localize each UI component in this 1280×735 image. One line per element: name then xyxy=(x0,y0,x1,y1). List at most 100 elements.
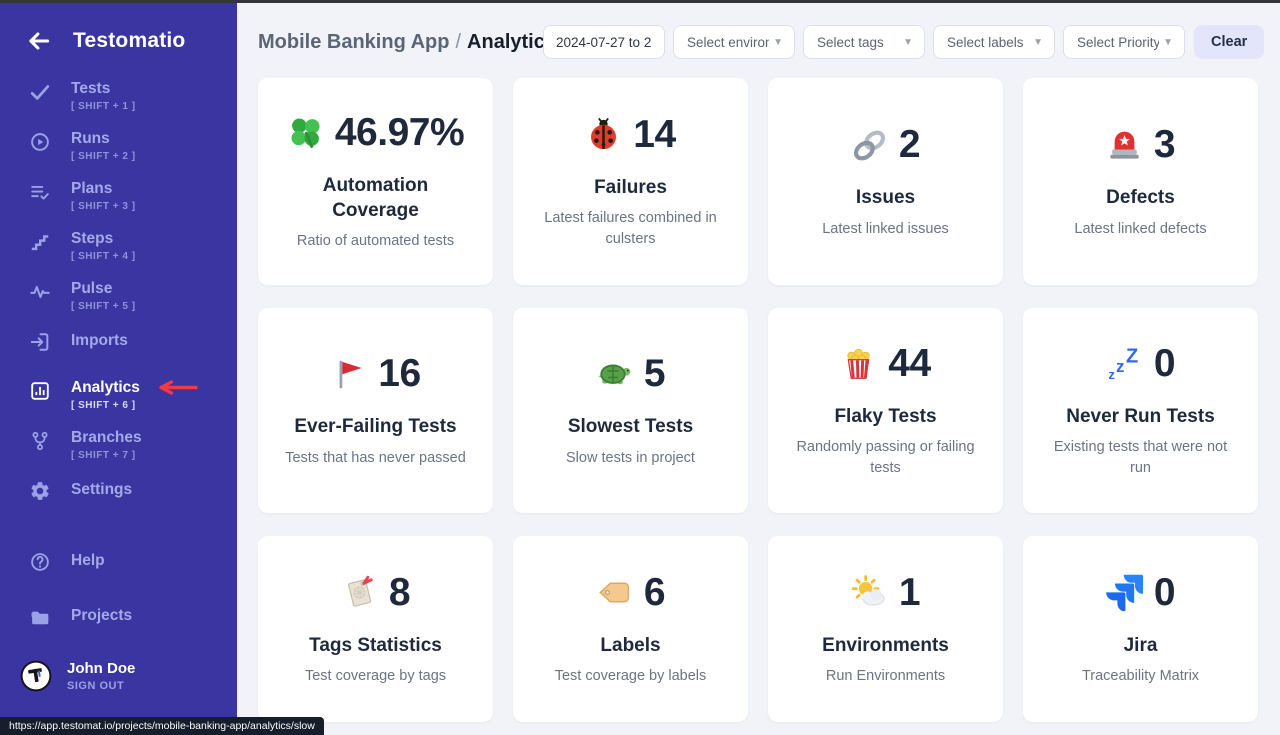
chevron-down-icon: ▼ xyxy=(1033,36,1043,48)
chevron-down-icon: ▼ xyxy=(1163,36,1173,48)
sidebar-item-label: Imports xyxy=(71,332,128,350)
card-value: 1 xyxy=(898,570,921,614)
user-profile[interactable]: John Doe SIGN OUT xyxy=(0,660,237,692)
labels-select[interactable]: Select labels ▼ xyxy=(933,25,1055,59)
ladybug-icon xyxy=(585,116,622,153)
card-subtitle: Traceability Matrix xyxy=(1081,668,1200,685)
popcorn-icon xyxy=(840,345,877,382)
card-ever-failing-tests[interactable]: 16 Ever-Failing Tests Tests that has nev… xyxy=(258,308,493,513)
sidebar-item-steps[interactable]: Steps [ SHIFT + 4 ] xyxy=(0,230,237,262)
breadcrumb: Mobile Banking App/Analytics xyxy=(258,31,543,54)
svg-text:z: z xyxy=(1116,357,1124,376)
breadcrumb-separator: / xyxy=(455,30,462,53)
card-subtitle: Latest linked issues xyxy=(822,220,949,237)
sidebar-item-label: Runs xyxy=(71,130,110,148)
card-title: Tags Statistics xyxy=(309,634,442,656)
avatar xyxy=(20,660,52,692)
card-defects[interactable]: 3 Defects Latest linked defects xyxy=(1023,78,1258,285)
environment-select[interactable]: Select environment▼ xyxy=(673,25,795,59)
card-automation-coverage[interactable]: 46.97% Automation Coverage Ratio of auto… xyxy=(258,78,493,285)
status-url-bar: https://app.testomat.io/projects/mobile-… xyxy=(0,717,324,735)
sidebar-item-settings[interactable]: Settings xyxy=(0,479,237,502)
card-title: Slowest Tests xyxy=(567,416,694,438)
shortcut-hint: [ SHIFT + 5 ] xyxy=(71,301,136,313)
card-value: 46.97% xyxy=(334,110,465,154)
svg-text:Z: Z xyxy=(1126,346,1138,368)
main-content: Mobile Banking App/Analytics 2024-07-27 … xyxy=(237,3,1280,735)
pulse-icon xyxy=(27,281,53,303)
sidebar-item-label: Pulse xyxy=(71,280,113,298)
chevron-down-icon: ▼ xyxy=(903,36,913,48)
card-issues[interactable]: 2 Issues Latest linked issues xyxy=(768,78,1003,285)
card-title: Environments xyxy=(822,634,949,656)
sidebar-item-tests[interactable]: Tests [ SHIFT + 1 ] xyxy=(0,80,237,112)
filters-bar: 2024-07-27 to 202 Select environment▼ Se… xyxy=(543,25,1265,59)
sidebar-nav: Tests [ SHIFT + 1 ] Runs [ SHIFT + 2 ] Pla… xyxy=(0,80,237,502)
shortcut-hint: [ SHIFT + 4 ] xyxy=(71,251,136,263)
card-slowest-tests[interactable]: 5 Slowest Tests Slow tests in project xyxy=(513,308,748,513)
list-check-icon xyxy=(27,181,53,203)
sidebar-item-projects[interactable]: Projects xyxy=(0,605,237,628)
sidebar-item-label: Tests xyxy=(71,80,111,97)
date-range-input[interactable]: 2024-07-27 to 202 xyxy=(543,25,665,59)
sidebar-item-label: Branches xyxy=(71,429,142,447)
card-value: 6 xyxy=(643,570,666,614)
breadcrumb-project[interactable]: Mobile Banking App xyxy=(258,30,450,53)
tags-select[interactable]: Select tags ▼ xyxy=(803,25,925,59)
shortcut-hint: [ SHIFT + 6 ] xyxy=(71,400,136,412)
sidebar-item-help[interactable]: Help xyxy=(0,550,237,573)
sidebar-item-label: Analytics xyxy=(71,379,140,397)
card-failures[interactable]: 14 Failures Latest failures combined in … xyxy=(513,78,748,285)
sidebar: Testomatio Tests [ SHIFT + 1 ] Runs [ SHIF… xyxy=(0,3,237,735)
sidebar-item-label: Steps xyxy=(71,230,114,248)
sidebar-item-branches[interactable]: Branches [ SHIFT + 7 ] xyxy=(0,429,237,461)
card-subtitle: Existing tests that were not run xyxy=(1053,439,1228,477)
card-title: Never Run Tests xyxy=(1066,405,1215,427)
analytics-cards-grid: 46.97% Automation Coverage Ratio of auto… xyxy=(258,78,1258,722)
sidebar-item-label: Settings xyxy=(71,481,133,499)
sidebar-item-label: Plans xyxy=(71,180,113,198)
card-value: 0 xyxy=(1153,570,1176,614)
sidebar-item-pulse[interactable]: Pulse [ SHIFT + 5 ] xyxy=(0,280,237,312)
back-arrow-icon[interactable] xyxy=(26,28,52,54)
card-subtitle: Randomly passing or failing tests xyxy=(796,439,975,477)
card-value: 5 xyxy=(643,352,666,396)
user-name: John Doe xyxy=(67,660,136,678)
card-flaky-tests[interactable]: 44 Flaky Tests Randomly passing or faili… xyxy=(768,308,1003,513)
help-circle-icon xyxy=(27,551,53,573)
sidebar-item-runs[interactable]: Runs [ SHIFT + 2 ] xyxy=(0,130,237,162)
card-jira[interactable]: 0 Jira Traceability Matrix xyxy=(1023,536,1258,722)
sidebar-item-imports[interactable]: Imports xyxy=(0,330,237,353)
card-title: Automation Coverage xyxy=(322,174,429,221)
sign-out-link[interactable]: SIGN OUT xyxy=(67,680,125,693)
red-annotation-arrow-icon xyxy=(152,380,198,395)
turtle-icon xyxy=(596,356,633,393)
clover-icon xyxy=(287,114,324,151)
sidebar-item-plans[interactable]: Plans [ SHIFT + 3 ] xyxy=(0,180,237,212)
card-subtitle: Latest failures combined in culsters xyxy=(544,210,717,248)
shortcut-hint: [ SHIFT + 7 ] xyxy=(71,450,136,462)
card-environments[interactable]: 1 Environments Run Environments xyxy=(768,536,1003,722)
sun-cloud-icon xyxy=(851,574,888,611)
sidebar-item-label: Projects xyxy=(71,607,133,625)
label-tag-icon xyxy=(596,574,633,611)
card-subtitle: Run Environments xyxy=(825,668,946,685)
card-subtitle: Test coverage by tags xyxy=(304,668,447,685)
card-title: Defects xyxy=(1106,187,1175,209)
clear-filters-button[interactable]: Clear xyxy=(1194,25,1265,59)
bookmark-tag-icon xyxy=(341,574,378,611)
app-logo[interactable]: Testomatio xyxy=(73,29,186,52)
card-labels[interactable]: 6 Labels Test coverage by labels xyxy=(513,536,748,722)
folder-icon xyxy=(27,606,53,628)
card-tags-statistics[interactable]: 8 Tags Statistics Test coverage by tags xyxy=(258,536,493,722)
card-title: Failures xyxy=(594,176,667,198)
card-subtitle: Slow tests in project xyxy=(566,449,695,466)
svg-text:z: z xyxy=(1108,367,1115,382)
sidebar-item-analytics[interactable]: Analytics [ SHIFT + 6 ] xyxy=(0,379,237,411)
card-title: Ever-Failing Tests xyxy=(294,416,457,438)
priority-select[interactable]: Select Priority ▼ xyxy=(1063,25,1185,59)
shortcut-hint: [ SHIFT + 3 ] xyxy=(71,201,136,213)
card-value: 2 xyxy=(898,123,921,167)
